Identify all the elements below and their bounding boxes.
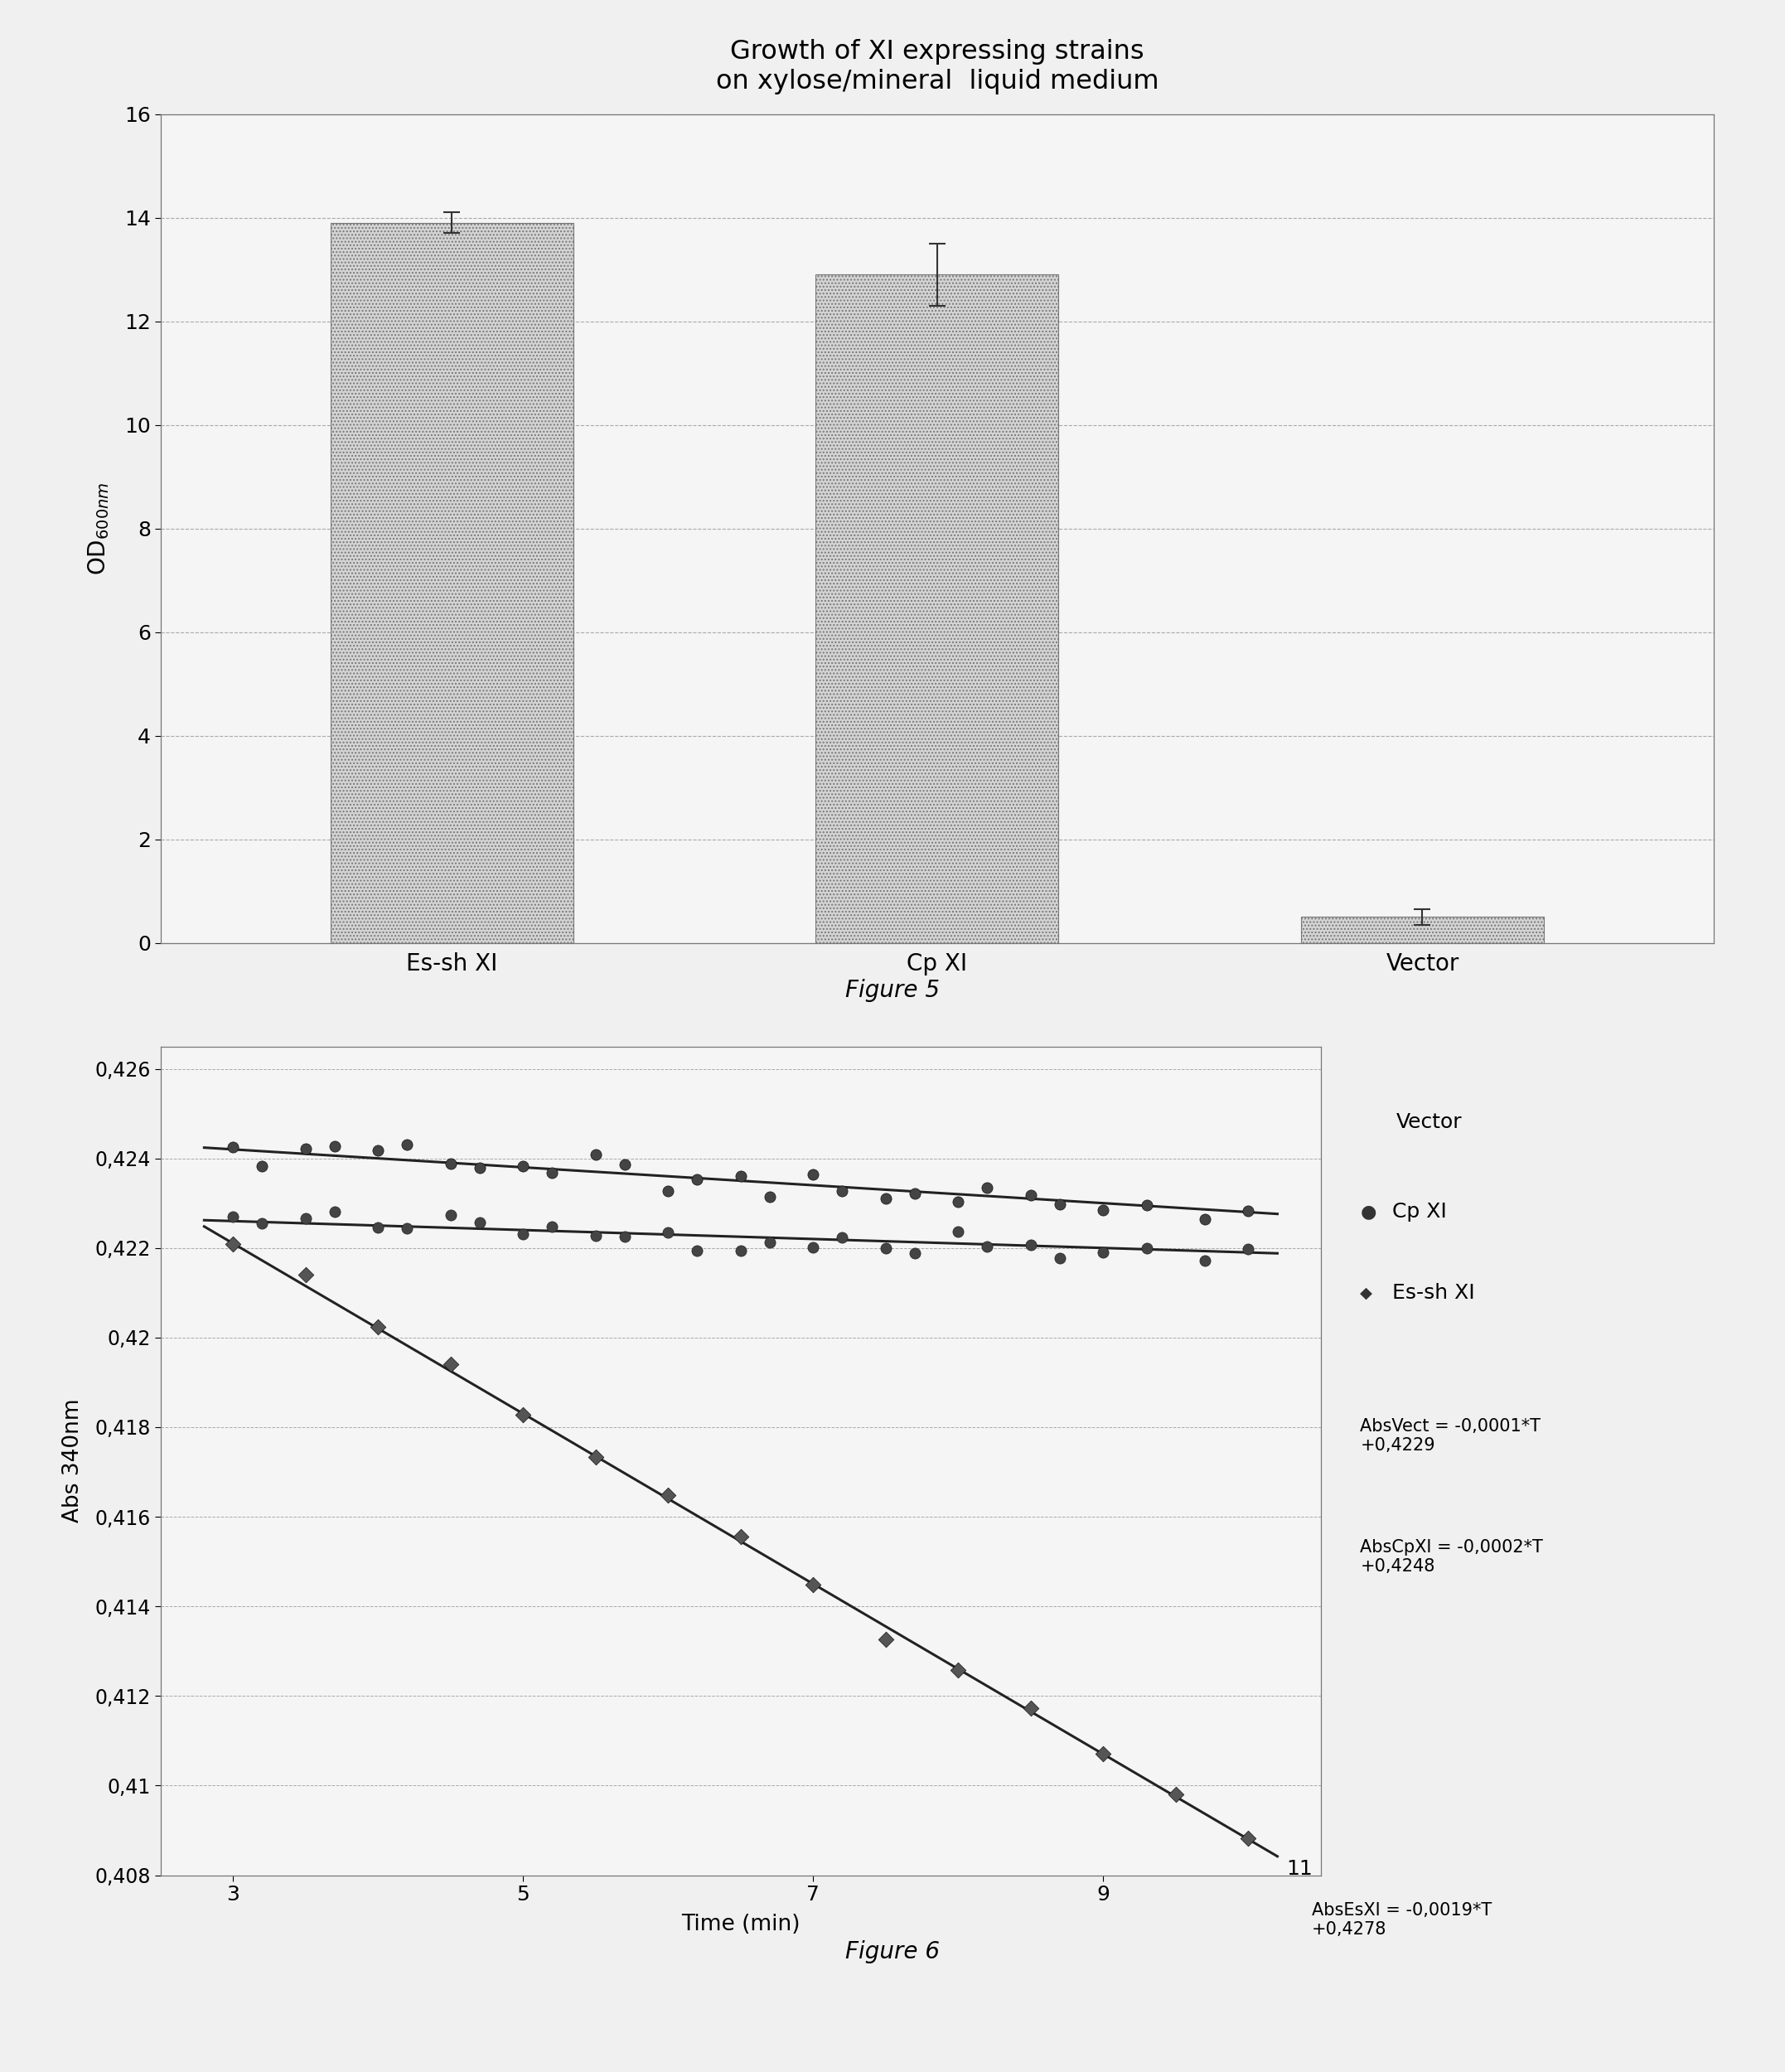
Point: [537, 1210, 566, 1243]
Point: [1017, 1691, 1046, 1724]
Point: [220, 1131, 248, 1164]
Point: [1089, 1193, 1117, 1227]
Point: [436, 1347, 464, 1380]
Point: [248, 1206, 277, 1239]
Point: [1233, 1233, 1262, 1266]
Title: Growth of XI expressing strains
on xylose/mineral  liquid medium: Growth of XI expressing strains on xylos…: [716, 39, 1158, 95]
Point: [364, 1133, 393, 1167]
Text: AbsEsXI = -0,0019*T
+0,4278: AbsEsXI = -0,0019*T +0,4278: [1312, 1902, 1492, 1937]
Point: [755, 1181, 784, 1214]
Point: [582, 1440, 610, 1473]
Text: Vector: Vector: [1396, 1113, 1462, 1133]
Point: [726, 1521, 755, 1554]
Point: [800, 1158, 828, 1191]
Point: [509, 1399, 537, 1432]
Bar: [1301, 916, 1544, 943]
Point: [944, 1653, 973, 1687]
Bar: [330, 222, 573, 943]
Point: [436, 1148, 464, 1181]
Point: [1191, 1243, 1219, 1276]
Point: [684, 1162, 712, 1196]
Point: [1046, 1187, 1075, 1220]
Point: [582, 1220, 610, 1254]
Point: [1133, 1233, 1162, 1266]
Point: [755, 1227, 784, 1260]
Text: ◆: ◆: [1360, 1285, 1373, 1301]
Point: [220, 1200, 248, 1233]
Point: [800, 1569, 828, 1602]
Point: [321, 1196, 350, 1229]
Point: [726, 1235, 755, 1268]
Point: [291, 1202, 320, 1235]
Y-axis label: OD$_{600nm}$: OD$_{600nm}$: [86, 481, 111, 576]
Point: [871, 1622, 900, 1656]
Text: AbsCpXI = -0,0002*T
+0,4248: AbsCpXI = -0,0002*T +0,4248: [1360, 1539, 1544, 1575]
Point: [1089, 1235, 1117, 1268]
Text: Cp XI: Cp XI: [1392, 1202, 1448, 1222]
Point: [1089, 1738, 1117, 1772]
Point: [653, 1216, 682, 1249]
Point: [653, 1175, 682, 1208]
Point: [248, 1150, 277, 1183]
Point: [1046, 1241, 1075, 1274]
Point: [436, 1198, 464, 1231]
Point: [944, 1185, 973, 1218]
Text: Es-sh XI: Es-sh XI: [1392, 1283, 1474, 1303]
Point: [653, 1477, 682, 1510]
Point: [582, 1138, 610, 1171]
X-axis label: Time (min): Time (min): [682, 1915, 800, 1935]
Point: [900, 1237, 928, 1270]
Point: [1233, 1193, 1262, 1227]
Point: [973, 1171, 1001, 1204]
Point: [610, 1148, 639, 1181]
Point: [509, 1150, 537, 1183]
Point: [1191, 1202, 1219, 1235]
Point: [684, 1235, 712, 1268]
Point: [871, 1181, 900, 1214]
Point: [364, 1310, 393, 1343]
Point: [1017, 1229, 1046, 1262]
Point: [1017, 1179, 1046, 1212]
Text: AbsVect = -0,0001*T
+0,4229: AbsVect = -0,0001*T +0,4229: [1360, 1417, 1540, 1455]
Point: [800, 1231, 828, 1264]
Point: [1233, 1821, 1262, 1854]
Point: [321, 1129, 350, 1162]
Point: [610, 1220, 639, 1254]
Point: [944, 1214, 973, 1247]
Point: [364, 1210, 393, 1243]
Point: [726, 1160, 755, 1193]
Point: [828, 1175, 857, 1208]
Point: [466, 1150, 494, 1183]
Point: [393, 1212, 421, 1245]
Text: ●: ●: [1360, 1204, 1376, 1220]
Point: [393, 1129, 421, 1162]
Point: [537, 1156, 566, 1189]
Point: [828, 1220, 857, 1254]
Point: [220, 1229, 248, 1262]
Y-axis label: Abs 340nm: Abs 340nm: [62, 1399, 84, 1523]
Point: [900, 1177, 928, 1210]
Point: [1162, 1778, 1191, 1811]
Point: [973, 1229, 1001, 1262]
Point: [291, 1258, 320, 1291]
Point: [291, 1131, 320, 1164]
Point: [466, 1206, 494, 1239]
Point: [509, 1216, 537, 1249]
Text: 11: 11: [1287, 1859, 1312, 1879]
Point: [1133, 1187, 1162, 1220]
Text: Figure 5: Figure 5: [846, 978, 939, 1003]
Bar: [816, 274, 1059, 943]
Text: Figure 6: Figure 6: [846, 1939, 939, 1964]
Point: [871, 1233, 900, 1266]
